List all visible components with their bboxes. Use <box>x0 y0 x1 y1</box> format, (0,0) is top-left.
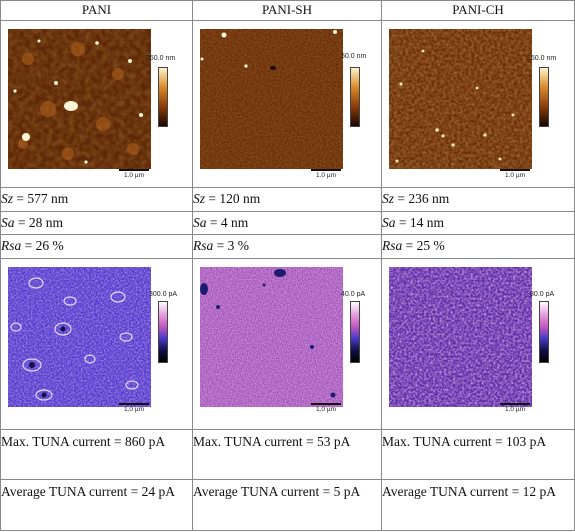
max-tuna-pani-ch: Max. TUNA current = 103 pA <box>381 428 575 481</box>
sa-pani-ch: Sa = 14 nm <box>381 210 575 236</box>
colorbar-pani-ch-topo <box>539 66 549 127</box>
afm-topography-image-pani-sh <box>200 28 343 169</box>
column-header-pani: PANI <box>0 0 193 21</box>
sz-row: Sz = 577 nm Sz = 120 nm Sz = 236 nm <box>0 186 575 212</box>
colorbar-pani-tuna <box>158 301 168 364</box>
header-row: PANI PANI-SH PANI-CH <box>0 0 575 21</box>
colorbar-label-pani-sh-tuna: 40.0 pA <box>341 291 366 299</box>
max-tuna-pani: Max. TUNA current = 860 pA <box>0 428 193 481</box>
tuna-current-row: 300.0 pA 1.0 µm 40.0 pA 1.0 µm <box>0 258 575 430</box>
tuna-current-image-pani <box>8 267 151 408</box>
tuna-current-image-pani-sh <box>200 267 343 408</box>
colorbar-label-pani-sh-topo: 50.0 nm <box>341 52 367 60</box>
column-header-pani-ch: PANI-CH <box>381 0 575 21</box>
scale-bar-pani-topo: 1.0 µm <box>119 168 149 179</box>
scale-bar-pani-ch-tuna: 1.0 µm <box>500 403 530 413</box>
avg-tuna-pani-sh: Average TUNA current = 5 pA <box>192 479 382 531</box>
sz-pani: Sz = 577 nm <box>0 186 193 212</box>
scale-bar-pani-sh-tuna: 1.0 µm <box>311 403 341 413</box>
scale-bar-pani-ch-topo: 1.0 µm <box>500 168 530 179</box>
colorbar-pani-sh-topo <box>350 66 360 127</box>
colorbar-label-pani-ch-tuna: 80.0 pA <box>530 291 555 299</box>
afm-topography-image-pani <box>8 28 151 169</box>
rsa-pani-sh: Rsa = 3 % <box>192 234 382 260</box>
rsa-row: Rsa = 26 % Rsa = 3 % Rsa = 25 % <box>0 234 575 260</box>
colorbar-pani-topo <box>158 66 168 127</box>
colorbar-pani-sh-tuna <box>350 301 360 364</box>
rsa-pani-ch: Rsa = 25 % <box>381 234 575 260</box>
sa-pani: Sa = 28 nm <box>0 210 193 236</box>
avg-tuna-row: Average TUNA current = 24 pA Average TUN… <box>0 479 575 531</box>
scale-bar-pani-tuna: 1.0 µm <box>119 403 149 413</box>
rsa-pani: Rsa = 26 % <box>0 234 193 260</box>
sa-row: Sa = 28 nm Sa = 4 nm Sa = 14 nm <box>0 210 575 236</box>
avg-tuna-pani: Average TUNA current = 24 pA <box>0 479 193 531</box>
tuna-current-image-pani-ch <box>389 267 532 408</box>
scale-bar-pani-sh-topo: 1.0 µm <box>311 168 341 179</box>
topography-row: 350.0 nm 1.0 µm 50.0 nm 1.0 µm <box>0 19 575 188</box>
max-tuna-pani-sh: Max. TUNA current = 53 pA <box>192 428 382 481</box>
colorbar-label-pani-topo: 350.0 nm <box>146 54 176 62</box>
sa-pani-sh: Sa = 4 nm <box>192 210 382 236</box>
sz-pani-sh: Sz = 120 nm <box>192 186 382 212</box>
column-header-pani-sh: PANI-SH <box>192 0 382 21</box>
max-tuna-row: Max. TUNA current = 860 pA Max. TUNA cur… <box>0 428 575 481</box>
sz-pani-ch: Sz = 236 nm <box>381 186 575 212</box>
afm-topography-image-pani-ch <box>389 28 532 169</box>
colorbar-label-pani-ch-topo: 150.0 nm <box>527 54 557 62</box>
avg-tuna-pani-ch: Average TUNA current = 12 pA <box>381 479 575 531</box>
colorbar-pani-ch-tuna <box>539 301 549 364</box>
colorbar-label-pani-tuna: 300.0 pA <box>149 291 178 299</box>
